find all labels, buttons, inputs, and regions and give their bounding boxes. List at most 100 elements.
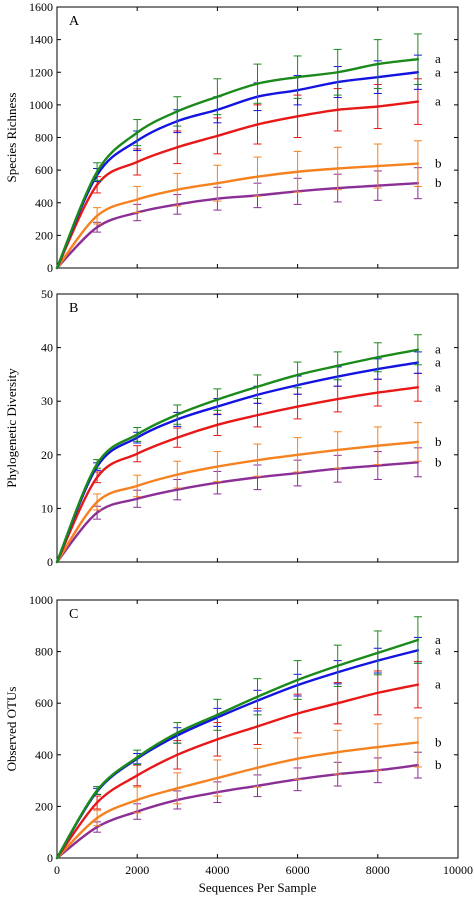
data-point [216,738,219,741]
data-point [296,712,299,715]
data-point [95,825,99,829]
data-point [95,801,99,804]
data-point [416,348,420,351]
data-point [136,160,139,164]
x-tick-label: 10000 [443,863,473,877]
significance-letter: a [435,51,441,66]
data-point [376,62,379,66]
data-point [416,162,420,165]
data-point [55,856,59,860]
y-tick-label: 400 [35,748,53,762]
plot-frame [56,599,459,859]
data-point [136,798,139,802]
data-point [136,433,139,436]
data-point [136,774,139,777]
data-point [296,170,299,173]
data-point [376,691,379,695]
data-point [256,175,259,178]
series-blue: a [55,636,441,860]
x-tick-label: 4000 [205,863,229,877]
x-tick-label: 8000 [366,863,390,877]
significance-letter: b [435,434,442,449]
y-tick-label: 200 [35,228,53,242]
data-point [176,188,179,191]
series-line [55,649,419,859]
data-point [416,440,420,444]
x-tick-label: 2000 [125,863,149,877]
data-point [176,473,179,476]
data-point [296,453,299,456]
data-point [136,131,139,134]
series-orange: b [55,717,442,860]
data-point [216,398,219,401]
data-point [296,405,299,408]
y-tick-label: 800 [35,131,53,145]
significance-letter: b [435,757,442,772]
series-green: a [55,616,441,860]
significance-letter: a [435,342,441,357]
panel-letter: B [69,301,78,316]
data-point [296,678,299,682]
series-blue: a [55,351,441,564]
data-point [416,58,420,61]
data-point [176,731,179,735]
series-line [55,58,419,269]
data-point [256,123,259,126]
series-line [56,763,419,859]
panel-letter: C [69,607,78,622]
data-point [136,497,139,500]
data-point [376,356,379,359]
x-axis-label: Sequences Per Sample [199,880,317,895]
data-point [95,816,99,820]
y-tick-label: 200 [35,799,53,813]
series-line [55,386,419,563]
data-point [176,787,179,790]
data-point [256,725,259,728]
significance-letter: a [435,379,441,394]
y-tick-label: 0 [47,555,53,569]
series-line [56,440,419,563]
y-tick-label: 1000 [29,98,53,112]
y-tick-label: 1400 [29,33,53,47]
data-point [376,444,379,447]
data-point [336,702,339,705]
series-green: a [55,334,441,564]
data-point [95,511,99,514]
y-tick-label: 20 [41,448,53,462]
series-red: a [55,660,441,860]
data-point [256,413,259,417]
significance-letter: a [435,642,441,657]
series-purple: b [55,447,442,564]
data-point [136,756,139,759]
data-point [336,167,339,170]
significance-letter: b [435,156,442,171]
x-tick-label: 0 [54,863,60,877]
series-red: a [55,372,441,564]
data-point [336,664,339,667]
data-point [95,500,99,504]
data-point [376,391,379,394]
data-point [336,108,339,111]
significance-letter: b [435,454,442,469]
panel-letter: A [69,14,80,29]
series-line [56,162,418,269]
data-point [216,465,219,468]
data-point [256,82,259,85]
y-tick-label: 40 [41,341,53,355]
data-point [336,448,339,452]
y-tick-label: 0 [47,261,53,275]
y-tick-label: 1000 [29,593,53,607]
data-point [136,198,139,201]
data-point [256,766,259,769]
data-point [136,484,139,488]
data-point [95,183,99,187]
y-tick-label: 1600 [29,0,53,14]
data-point [55,560,59,564]
data-point [216,423,219,426]
data-point [416,638,420,642]
y-tick-label: 600 [35,696,53,710]
data-point [176,436,179,439]
y-tick-label: 30 [41,394,53,408]
data-point [296,757,299,760]
